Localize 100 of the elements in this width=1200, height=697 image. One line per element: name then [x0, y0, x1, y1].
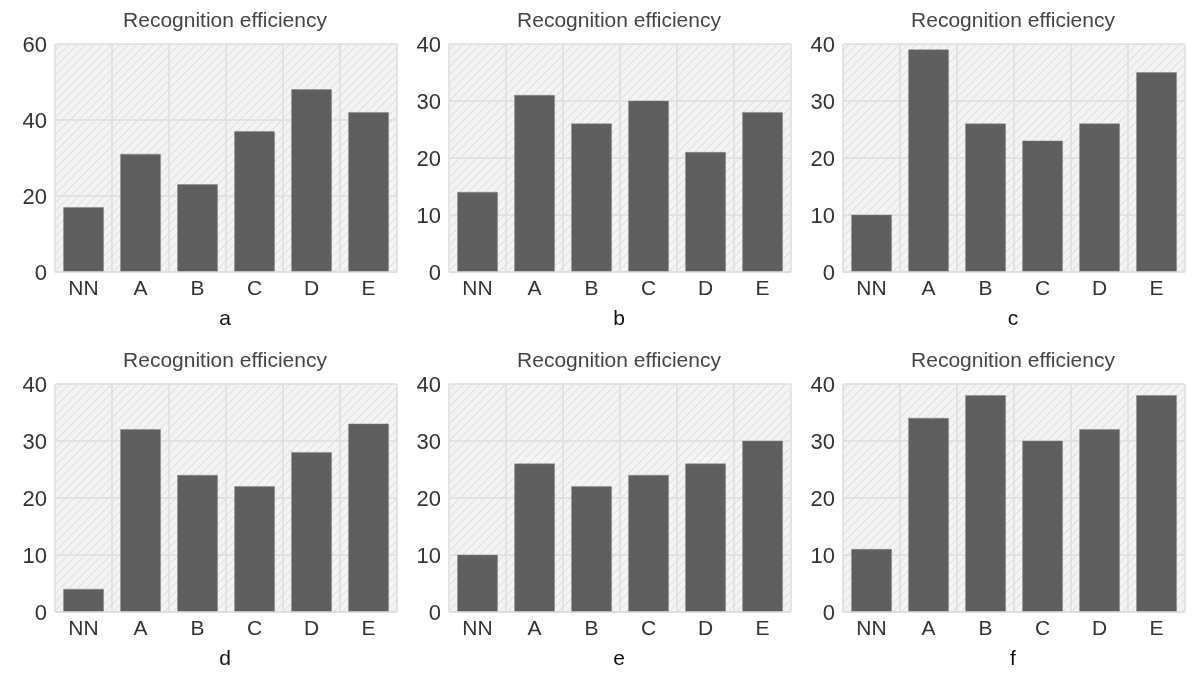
x-tick-label: NN: [462, 615, 493, 639]
x-axis-title: b: [613, 306, 625, 330]
bar: [1079, 429, 1120, 612]
bar: [908, 49, 949, 272]
y-tick-label: 20: [416, 485, 441, 511]
bar: [63, 588, 104, 612]
x-axis-title: c: [1007, 306, 1019, 330]
x-tick-label: E: [1149, 275, 1164, 299]
x-tick-label: E: [755, 615, 770, 639]
bar: [457, 191, 498, 272]
bar: [291, 89, 332, 272]
y-tick-label: 40: [810, 371, 835, 397]
y-tick-label: 40: [22, 371, 47, 397]
bar: [457, 554, 498, 612]
y-tick-label: 0: [428, 259, 441, 285]
bar: [234, 131, 275, 272]
bar: [851, 214, 892, 272]
x-tick-label: C: [1034, 275, 1051, 299]
x-tick-label: C: [640, 615, 657, 639]
x-axis-title: f: [1010, 646, 1016, 670]
x-tick-label: B: [978, 615, 993, 639]
x-tick-label: A: [921, 615, 936, 639]
x-tick-label: NN: [856, 275, 887, 299]
bar: [1079, 123, 1120, 272]
bar: [234, 486, 275, 612]
bar: [742, 112, 783, 272]
y-tick-label: 20: [22, 183, 47, 209]
y-tick-label: 0: [822, 599, 835, 625]
y-tick-label: 40: [416, 31, 441, 57]
bar: [1136, 395, 1177, 612]
bar: [685, 152, 726, 272]
y-tick-label: 40: [810, 31, 835, 57]
x-tick-label: B: [978, 275, 993, 299]
bar: [571, 486, 612, 612]
x-tick-label: NN: [68, 275, 99, 299]
x-tick-label: C: [640, 275, 657, 299]
bar: [514, 95, 555, 272]
chart-title: Recognition efficiency: [123, 8, 327, 33]
bar: [965, 123, 1006, 272]
x-tick-label: E: [361, 615, 376, 639]
bar: [120, 153, 161, 272]
x-tick-label: E: [1149, 615, 1164, 639]
y-tick-label: 20: [416, 145, 441, 171]
y-tick-label: 10: [22, 542, 47, 568]
bar: [514, 463, 555, 612]
x-tick-label: A: [133, 615, 148, 639]
x-tick-label: NN: [68, 615, 99, 639]
y-tick-label: 30: [810, 88, 835, 114]
x-tick-label: D: [1091, 275, 1108, 299]
x-tick-label: B: [584, 275, 599, 299]
bar: [120, 429, 161, 612]
y-tick-label: 60: [22, 31, 47, 57]
bar: [177, 474, 218, 612]
bar: [571, 123, 612, 272]
x-tick-label: B: [584, 615, 599, 639]
y-tick-label: 40: [22, 107, 47, 133]
x-tick-label: D: [697, 615, 714, 639]
bar: [1136, 72, 1177, 272]
y-tick-label: 30: [416, 88, 441, 114]
y-tick-label: 40: [416, 371, 441, 397]
bar: [348, 112, 389, 272]
x-tick-label: D: [697, 275, 714, 299]
x-axis-title: e: [613, 646, 625, 670]
chart-title: Recognition efficiency: [911, 8, 1115, 33]
x-tick-label: C: [246, 275, 263, 299]
chart-title: Recognition efficiency: [123, 348, 327, 373]
x-tick-label: D: [1091, 615, 1108, 639]
chart-title: Recognition efficiency: [517, 348, 721, 373]
x-tick-label: A: [527, 275, 542, 299]
bar: [742, 440, 783, 612]
y-tick-label: 10: [416, 202, 441, 228]
y-tick-label: 0: [34, 259, 47, 285]
bar: [63, 207, 104, 272]
x-tick-label: D: [303, 615, 320, 639]
x-tick-label: E: [755, 275, 770, 299]
bar: [908, 417, 949, 612]
bar: [348, 423, 389, 612]
x-axis-title: d: [219, 646, 231, 670]
x-tick-label: C: [1034, 615, 1051, 639]
y-tick-label: 10: [416, 542, 441, 568]
x-tick-label: B: [190, 275, 205, 299]
x-tick-label: NN: [856, 615, 887, 639]
chart-title: Recognition efficiency: [517, 8, 721, 33]
y-tick-label: 20: [810, 145, 835, 171]
bar: [685, 463, 726, 612]
y-tick-label: 10: [810, 202, 835, 228]
y-tick-label: 0: [34, 599, 47, 625]
x-tick-label: A: [527, 615, 542, 639]
x-tick-label: NN: [462, 275, 493, 299]
y-tick-label: 30: [416, 428, 441, 454]
y-tick-label: 0: [428, 599, 441, 625]
x-tick-label: B: [190, 615, 205, 639]
x-axis-title: a: [219, 306, 231, 330]
y-tick-label: 20: [22, 485, 47, 511]
bar: [851, 549, 892, 612]
bar: [1022, 140, 1063, 272]
y-tick-label: 30: [22, 428, 47, 454]
y-tick-label: 10: [810, 542, 835, 568]
bar: [291, 452, 332, 612]
chart-title: Recognition efficiency: [911, 348, 1115, 373]
